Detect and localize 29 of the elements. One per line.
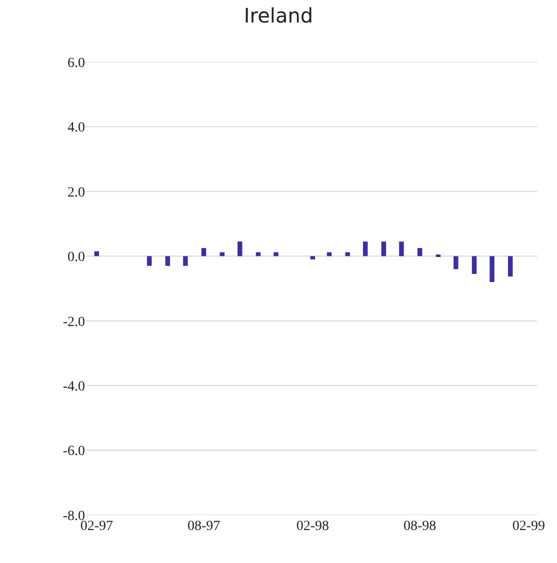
bar xyxy=(146,256,152,266)
y-tick-label: 2.0 xyxy=(68,185,85,200)
y-tick-label: 4.0 xyxy=(68,120,85,136)
y-tick-label: -4.0 xyxy=(62,379,85,394)
y-tick-label: -6.0 xyxy=(62,444,85,460)
y-tick-label: 6.0 xyxy=(68,56,85,71)
bar xyxy=(274,252,278,256)
x-tick-label: 02-99 xyxy=(512,519,546,534)
x-tick-label: 02-98 xyxy=(296,519,330,534)
x-tick-label: 02-97 xyxy=(80,519,113,534)
chart-title: Ireland xyxy=(244,3,314,28)
bar xyxy=(454,256,458,270)
y-tick-label: 0.0 xyxy=(68,250,85,266)
x-tick-label: 08-98 xyxy=(403,519,436,534)
bar xyxy=(381,242,386,256)
bar xyxy=(238,242,242,256)
bar xyxy=(417,248,422,256)
bar xyxy=(399,242,404,256)
bar xyxy=(183,256,188,266)
bar xyxy=(201,248,206,256)
bar xyxy=(508,256,513,277)
bar xyxy=(362,242,368,256)
bar xyxy=(490,256,494,282)
bar xyxy=(345,252,350,256)
y-tick-label: -2.0 xyxy=(62,314,85,330)
bar xyxy=(472,256,477,274)
bar xyxy=(310,256,316,260)
x-tick-label: 08-97 xyxy=(187,519,220,534)
bar xyxy=(165,256,170,266)
